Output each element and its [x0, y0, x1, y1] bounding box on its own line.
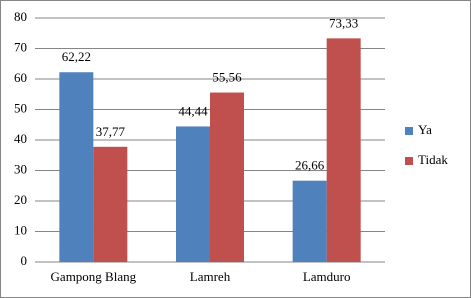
- y-tick-label: 80: [14, 9, 27, 24]
- bar: [326, 38, 361, 262]
- x-tick-label: Lamreh: [190, 269, 231, 284]
- value-label: 44,44: [178, 103, 208, 118]
- legend-label: Ya: [418, 122, 432, 137]
- y-tick-label: 40: [14, 131, 27, 146]
- value-label: 37,77: [96, 124, 126, 139]
- x-tick-label: Gampong Blang: [51, 269, 137, 284]
- bar: [176, 126, 210, 262]
- x-tick-label: Lamduro: [303, 269, 351, 284]
- y-tick-label: 30: [14, 161, 27, 176]
- y-tick-label: 50: [14, 100, 27, 115]
- value-label: 55,56: [212, 70, 242, 85]
- bar: [210, 92, 244, 263]
- bar: [93, 146, 128, 262]
- legend-label: Tidak: [418, 152, 448, 167]
- value-label: 62,22: [62, 49, 91, 64]
- value-label: 26,66: [295, 158, 325, 173]
- value-label: 73,33: [329, 15, 358, 30]
- bar: [292, 180, 327, 262]
- y-tick-label: 0: [21, 253, 28, 268]
- y-tick-label: 60: [14, 70, 27, 85]
- legend-swatch: [405, 127, 413, 135]
- y-tick-label: 70: [14, 39, 27, 54]
- y-tick-label: 20: [14, 192, 27, 207]
- legend-swatch: [405, 157, 413, 165]
- y-tick-label: 10: [14, 222, 27, 237]
- bar: [59, 72, 94, 262]
